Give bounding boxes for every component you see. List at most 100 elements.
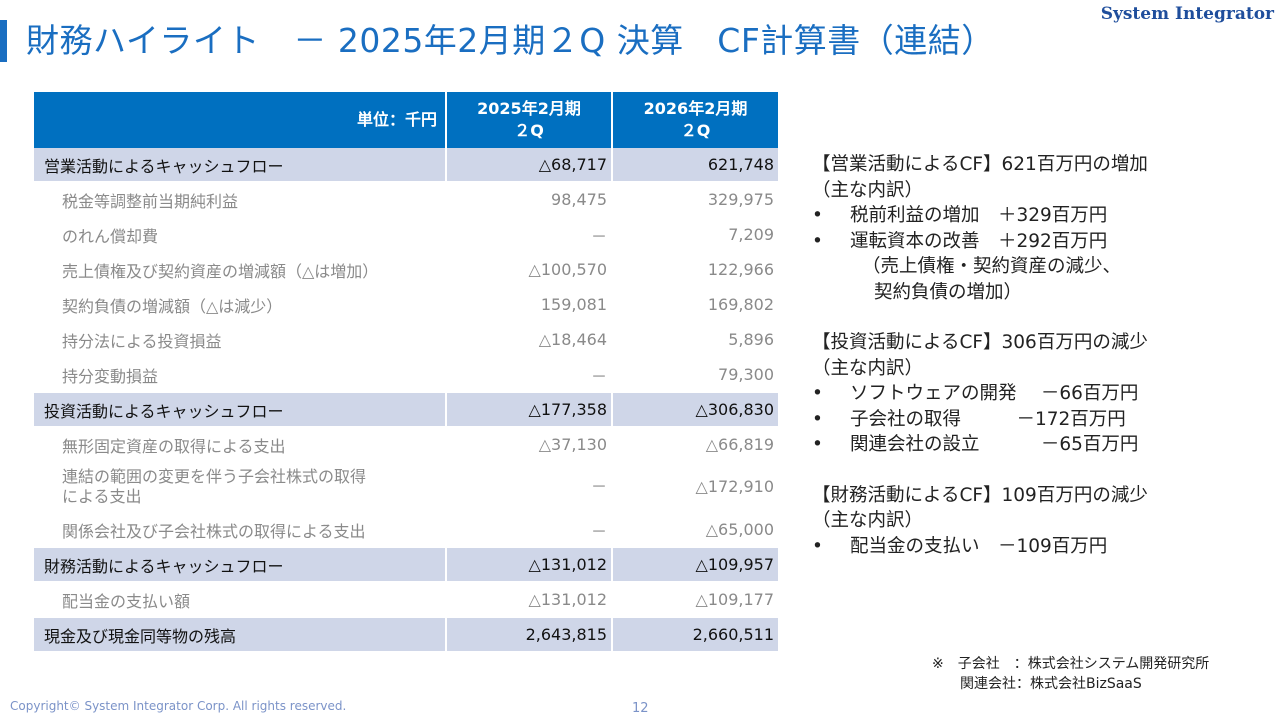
row-label: 契約負債の増減額（△は減少） xyxy=(34,287,447,323)
bullet-text: 運転資本の改善 ＋292百万円 xyxy=(850,230,1108,252)
title-accent-bar xyxy=(0,20,7,62)
footnote-line: ※ 子会社 ：株式会社システム開発研究所 xyxy=(932,656,1210,672)
table-row: 連結の範囲の変更を伴う子会社株式の取得 による支出 － △172,910 xyxy=(34,462,778,513)
note-detail: 契約負債の増加） xyxy=(874,281,1023,303)
bullet-text: 税前利益の増加 ＋329百万円 xyxy=(850,205,1108,226)
table-row-financing-cf: 財務活動によるキャッシュフロー △131,012 △109,957 xyxy=(34,547,778,583)
cash-flow-table: 単位：千円 2025年2月期 ２Q 2026年2月期 ２Q 営業活動によるキャッ… xyxy=(34,92,778,653)
bullet-text: ソフトウェアの開発 －66百万円 xyxy=(850,383,1139,404)
row-label: 現金及び現金同等物の残高 xyxy=(34,617,447,653)
note-subheading: （主な内訳） xyxy=(812,357,924,379)
value-fy2025: △68,717 xyxy=(446,148,613,183)
row-label: 投資活動によるキャッシュフロー xyxy=(34,392,447,428)
value-fy2026: 5,896 xyxy=(612,322,778,358)
commentary-panel: 【営業活動によるCF】621百万円の増加 （主な内訳） • 税前利益の増加 ＋32… xyxy=(812,152,1272,584)
value-fy2026: 169,802 xyxy=(612,287,778,323)
table-row-cash-balance: 現金及び現金同等物の残高 2,643,815 2,660,511 xyxy=(34,617,778,653)
table-row: 売上債権及び契約資産の増減額（△は増加） △100,570 122,966 xyxy=(34,252,778,288)
note-heading: 【投資活動によるCF】306百万円の減少 xyxy=(812,332,1148,353)
operating-cf-note: 【営業活動によるCF】621百万円の増加 （主な内訳） • 税前利益の増加 ＋32… xyxy=(812,152,1272,305)
row-label-line: による支出 xyxy=(62,487,142,506)
value-fy2025: － xyxy=(446,217,613,253)
value-fy2025: △37,130 xyxy=(446,427,613,463)
bullet-marker: • xyxy=(812,535,823,557)
bullet-text: 子会社の取得 －172百万円 xyxy=(850,408,1126,430)
col-header-fy2026-quarter: ２Q xyxy=(680,121,711,140)
note-bullet-item: • ソフトウェアの開発 －66百万円 xyxy=(812,381,1272,407)
table-row-investing-cf: 投資活動によるキャッシュフロー △177,358 △306,830 xyxy=(34,392,778,428)
row-label: 持分変動損益 xyxy=(34,357,447,393)
value-fy2026: 621,748 xyxy=(612,148,778,183)
note-detail: （売上債権・契約資産の減少、 xyxy=(862,256,1122,277)
col-header-fy2025-period: 2025年2月期 xyxy=(477,99,581,119)
value-fy2026: 329,975 xyxy=(612,182,778,218)
value-fy2025: 159,081 xyxy=(446,287,613,323)
row-label: 持分法による投資損益 xyxy=(34,322,447,358)
footnote-line: 関連会社：株式会社BizSaaS xyxy=(932,676,1142,692)
value-fy2025: － xyxy=(446,357,613,393)
note-heading: 【営業活動によるCF】621百万円の増加 xyxy=(812,154,1148,175)
value-fy2025: 98,475 xyxy=(446,182,613,218)
note-bullet-item: • 運転資本の改善 ＋292百万円 xyxy=(812,229,1272,255)
row-label: のれん償却費 xyxy=(34,217,447,253)
row-label: 税金等調整前当期純利益 xyxy=(34,182,447,218)
bullet-marker: • xyxy=(812,408,823,430)
table-row-operating-cf: 営業活動によるキャッシュフロー △68,717 621,748 xyxy=(34,148,778,183)
note-subheading: （主な内訳） xyxy=(812,510,924,531)
value-fy2026: △306,830 xyxy=(612,392,778,428)
note-bullet-item: • 関連会社の設立 －65百万円 xyxy=(812,432,1272,458)
table-row: 契約負債の増減額（△は減少） 159,081 169,802 xyxy=(34,287,778,323)
value-fy2026: △109,177 xyxy=(612,582,778,618)
value-fy2025: △177,358 xyxy=(446,392,613,428)
value-fy2025: △18,464 xyxy=(446,322,613,358)
bullet-marker: • xyxy=(812,230,823,252)
value-fy2025: △131,012 xyxy=(446,582,613,618)
note-bullet-item: • 子会社の取得 －172百万円 xyxy=(812,407,1272,433)
col-header-fy2026-period: 2026年2月期 xyxy=(643,99,748,119)
page-number: 12 xyxy=(632,701,649,716)
financing-cf-note: 【財務活動によるCF】109百万円の減少 （主な内訳） • 配当金の支払い －10… xyxy=(812,483,1272,560)
note-bullet-item: • 配当金の支払い －109百万円 xyxy=(812,534,1272,560)
value-fy2026: 122,966 xyxy=(612,252,778,288)
table-row: 税金等調整前当期純利益 98,475 329,975 xyxy=(34,182,778,218)
footnote: ※ 子会社 ：株式会社システム開発研究所 関連会社：株式会社BizSaaS xyxy=(932,654,1209,694)
col-header-fy2025: 2025年2月期 ２Q xyxy=(446,92,613,148)
copyright-text: Copyright© System Integrator Corp. All r… xyxy=(10,699,347,713)
row-label: 連結の範囲の変更を伴う子会社株式の取得 による支出 xyxy=(34,462,447,513)
table-row: 関係会社及び子会社株式の取得による支出 － △65,000 xyxy=(34,512,778,548)
brand-logo-text: System Integrator xyxy=(1100,4,1274,24)
bullet-marker: • xyxy=(812,205,823,226)
page-title: 財務ハイライト － 2025年2月期２Q 決算 CF計算書（連結） xyxy=(26,21,995,60)
table-row: のれん償却費 － 7,209 xyxy=(34,217,778,253)
value-fy2025: △131,012 xyxy=(446,547,613,583)
note-bullet-item: • 税前利益の増加 ＋329百万円 xyxy=(812,203,1272,229)
value-fy2026: 2,660,511 xyxy=(612,617,778,653)
bullet-text: 配当金の支払い －109百万円 xyxy=(850,535,1108,557)
note-heading: 【財務活動によるCF】109百万円の減少 xyxy=(812,484,1148,506)
table-header-row: 単位：千円 2025年2月期 ２Q 2026年2月期 ２Q xyxy=(34,92,778,148)
table-row: 持分法による投資損益 △18,464 5,896 xyxy=(34,322,778,358)
value-fy2025: － xyxy=(446,512,613,548)
bullet-marker: • xyxy=(812,383,823,404)
value-fy2026: △109,957 xyxy=(612,547,778,583)
value-fy2026: 79,300 xyxy=(612,357,778,393)
bullet-text: 関連会社の設立 －65百万円 xyxy=(850,434,1139,455)
row-label: 関係会社及び子会社株式の取得による支出 xyxy=(34,512,447,548)
row-label: 無形固定資産の取得による支出 xyxy=(34,427,447,463)
value-fy2026: △65,000 xyxy=(612,512,778,548)
value-fy2026: △172,910 xyxy=(612,462,778,513)
value-fy2025: 2,643,815 xyxy=(446,617,613,653)
value-fy2025: △100,570 xyxy=(446,252,613,288)
value-fy2026: 7,209 xyxy=(612,217,778,253)
table-row: 無形固定資産の取得による支出 △37,130 △66,819 xyxy=(34,427,778,463)
note-subheading: （主な内訳） xyxy=(812,179,924,201)
bullet-marker: • xyxy=(812,434,823,455)
table-row: 持分変動損益 － 79,300 xyxy=(34,357,778,393)
investing-cf-note: 【投資活動によるCF】306百万円の減少 （主な内訳） • ソフトウェアの開発 －… xyxy=(812,330,1272,458)
row-label: 財務活動によるキャッシュフロー xyxy=(34,547,447,583)
unit-header: 単位：千円 xyxy=(34,92,447,148)
col-header-fy2026: 2026年2月期 ２Q xyxy=(612,92,778,148)
value-fy2026: △66,819 xyxy=(612,427,778,463)
col-header-fy2025-quarter: ２Q xyxy=(514,121,544,140)
value-fy2025: － xyxy=(446,462,613,513)
